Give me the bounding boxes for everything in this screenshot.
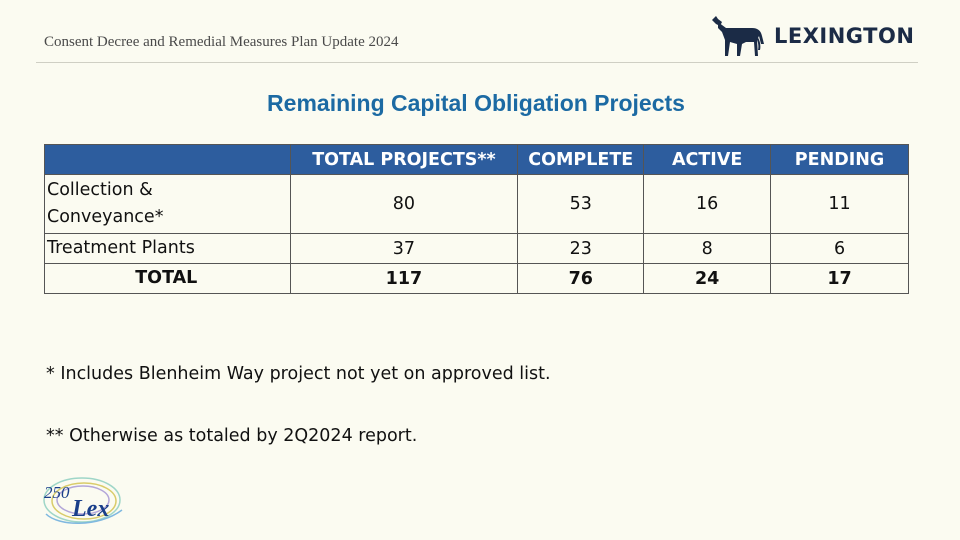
table-total-row: TOTAL 117 76 24 17	[44, 263, 909, 294]
footnote-2: ** Otherwise as totaled by 2Q2024 report…	[46, 426, 418, 446]
cell-complete: 23	[517, 233, 645, 264]
table-row: Collection & Conveyance* 80 53 16 11	[44, 174, 909, 234]
row-label: Treatment Plants	[44, 233, 291, 264]
column-header-total-projects: TOTAL PROJECTS**	[289, 144, 519, 175]
cell-complete: 53	[517, 174, 645, 234]
cell-complete: 76	[517, 263, 645, 294]
badge-swirl-icon: 250 Lex	[43, 477, 123, 524]
row-label-line: Collection &	[47, 180, 153, 200]
column-header-pending: PENDING	[770, 144, 909, 175]
cell-active: 24	[643, 263, 772, 294]
footnote-1: * Includes Blenheim Way project not yet …	[46, 364, 551, 384]
header-title: Consent Decree and Remedial Measures Pla…	[44, 34, 399, 50]
cell-pending: 17	[770, 263, 909, 294]
row-label: Collection & Conveyance*	[44, 174, 291, 234]
cell-active: 8	[643, 233, 772, 264]
column-header-category	[44, 144, 291, 175]
cell-pending: 11	[770, 174, 909, 234]
horse-icon	[712, 16, 764, 56]
badge-text: Lex	[71, 496, 109, 522]
slide-title: Remaining Capital Obligation Projects	[267, 90, 685, 116]
table-row: Treatment Plants 37 23 8 6	[44, 233, 909, 264]
table-header-row: TOTAL PROJECTS** COMPLETE ACTIVE PENDING	[44, 144, 909, 175]
logo-text: LEXINGTON	[774, 24, 915, 48]
row-label-line: Conveyance*	[47, 207, 164, 227]
cell-total-projects: 37	[289, 233, 519, 264]
cell-active: 16	[643, 174, 772, 234]
cell-total-projects: 80	[289, 174, 519, 234]
total-row-label: TOTAL	[44, 263, 291, 294]
250-lex-badge: 250 Lex	[38, 470, 133, 530]
projects-table: TOTAL PROJECTS** COMPLETE ACTIVE PENDING…	[44, 144, 909, 294]
cell-pending: 6	[770, 233, 909, 264]
badge-number: 250	[44, 483, 70, 502]
column-header-complete: COMPLETE	[517, 144, 645, 175]
header-divider	[36, 62, 918, 63]
column-header-active: ACTIVE	[643, 144, 772, 175]
cell-total-projects: 117	[289, 263, 519, 294]
